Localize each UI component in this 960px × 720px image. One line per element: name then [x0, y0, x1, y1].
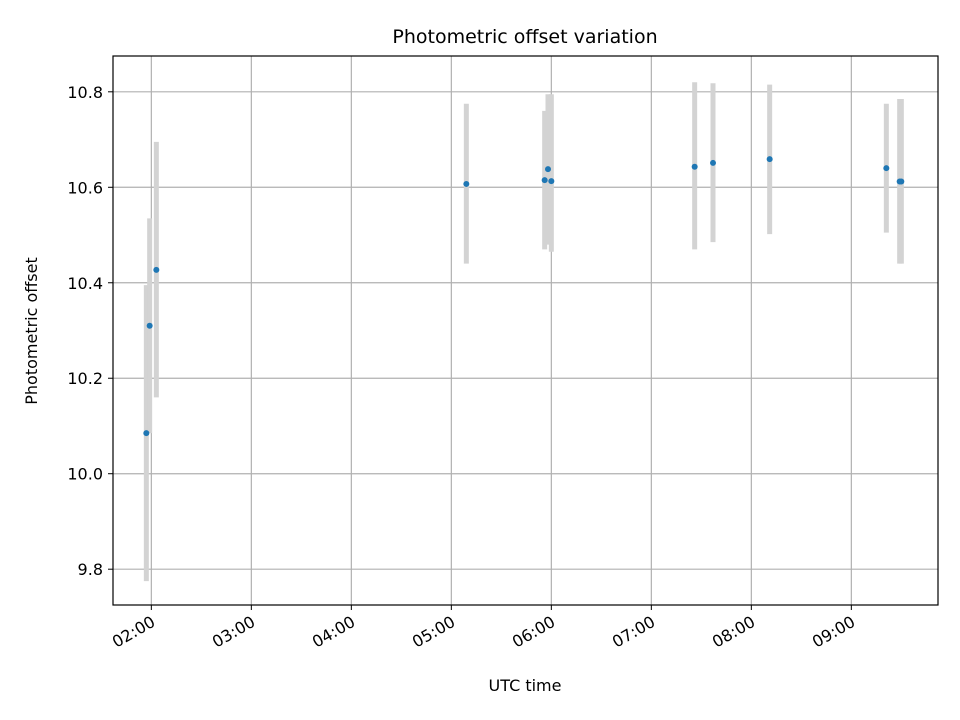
- y-tick-label: 10.4: [67, 274, 103, 293]
- y-tick-label: 10.6: [67, 178, 103, 197]
- data-points: [143, 156, 905, 437]
- data-point: [153, 266, 160, 273]
- data-point: [898, 178, 905, 185]
- data-point: [146, 322, 153, 329]
- data-point: [883, 165, 890, 172]
- data-point: [143, 430, 150, 437]
- y-tick-label: 10.2: [67, 369, 103, 388]
- y-tick-label: 10.0: [67, 465, 103, 484]
- data-point: [766, 156, 773, 163]
- data-point: [545, 166, 551, 173]
- y-tick-label: 9.8: [78, 560, 103, 579]
- y-axis: 9.8 10.0 10.2 10.4 10.6 10.8: [67, 83, 113, 579]
- data-point: [548, 178, 555, 185]
- data-point: [463, 180, 470, 187]
- chart-title: Photometric offset variation: [392, 26, 657, 48]
- plot-frame: [112, 55, 939, 606]
- y-axis-label: Photometric offset: [22, 257, 41, 405]
- y-tick-label: 10.8: [67, 83, 103, 102]
- data-point: [541, 177, 548, 184]
- data-point: [710, 159, 716, 166]
- x-axis-label: UTC time: [489, 676, 562, 695]
- grid: [113, 56, 938, 605]
- data-point: [691, 163, 698, 170]
